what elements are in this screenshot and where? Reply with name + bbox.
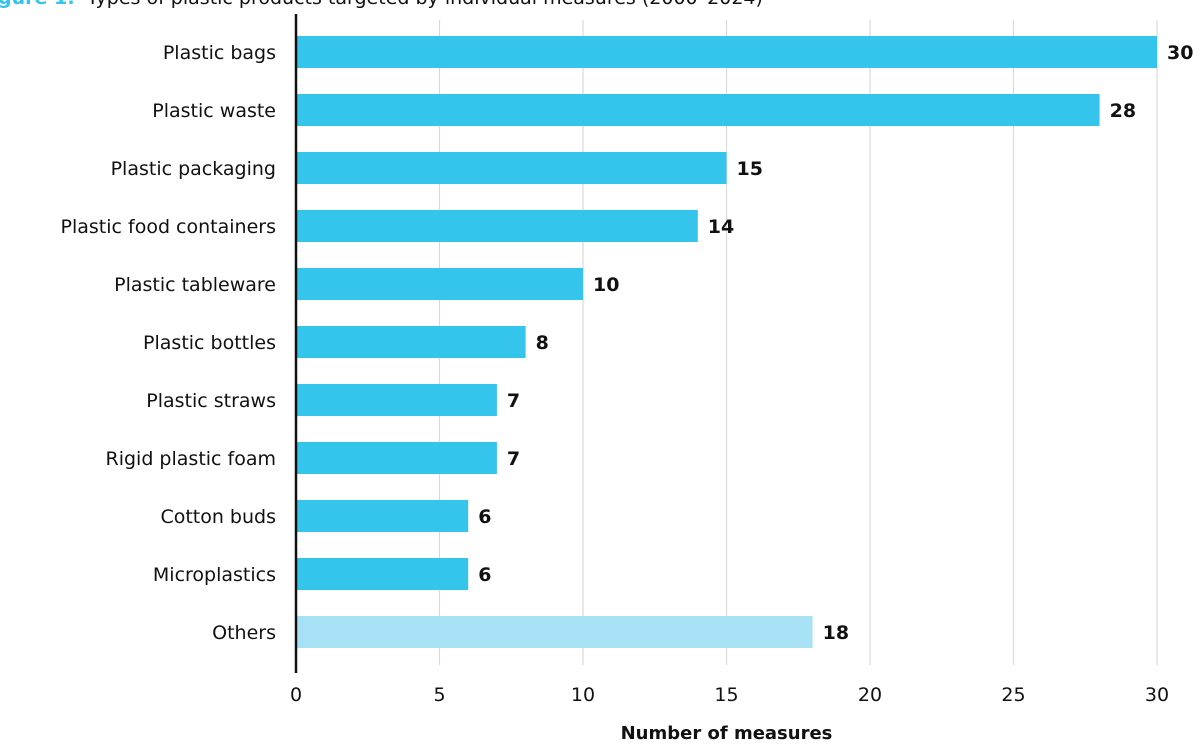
bar-plastic-bags [296, 36, 1157, 68]
x-tick-label: 30 [1145, 684, 1169, 706]
category-labels: Plastic bags Plastic waste Plastic packagi… [61, 42, 276, 644]
value-label: 6 [478, 564, 491, 586]
bar-others [296, 616, 813, 648]
chart-title-text: Types of plastic products targeted by in… [86, 0, 763, 9]
value-label: 18 [823, 622, 849, 644]
chart-title-prefix: gure 1: [0, 0, 75, 9]
value-label: 10 [593, 274, 619, 296]
bar-plastic-tableware [296, 268, 583, 300]
x-tick-labels: 0 5 10 15 20 25 30 [290, 684, 1169, 706]
category-label: Plastic straws [146, 390, 276, 412]
x-tick-label: 0 [290, 684, 302, 706]
bar-cotton-buds [296, 500, 469, 532]
bar-microplastics [296, 558, 469, 590]
x-tick-label: 20 [858, 684, 882, 706]
x-tick-label: 15 [714, 684, 738, 706]
category-label: Plastic food containers [61, 216, 276, 238]
x-axis-title: Number of measures [621, 723, 833, 744]
category-label: Plastic packaging [111, 158, 276, 180]
value-label: 7 [507, 448, 520, 470]
gridlines [438, 20, 1158, 665]
category-label: Plastic bags [163, 42, 276, 64]
value-label: 7 [507, 390, 520, 412]
bars [296, 36, 1157, 648]
bar-plastic-bottles [296, 326, 526, 358]
category-label: Others [212, 622, 276, 644]
bar-plastic-packaging [296, 152, 727, 184]
value-label: 15 [737, 158, 763, 180]
value-label: 6 [478, 506, 491, 528]
bar-rigid-plastic-foam [296, 442, 497, 474]
value-label: 30 [1167, 42, 1193, 64]
category-label: Rigid plastic foam [106, 448, 276, 470]
bar-plastic-straws [296, 384, 497, 416]
x-tick-label: 25 [1001, 684, 1025, 706]
x-tick-label: 5 [433, 684, 445, 706]
bar-plastic-food-containers [296, 210, 698, 242]
value-labels: 30 28 15 14 10 8 7 7 6 6 18 [478, 42, 1193, 644]
chart-title: gure 1: Types of plastic products target… [0, 0, 763, 9]
x-tick-label: 10 [571, 684, 595, 706]
category-label: Plastic bottles [143, 332, 276, 354]
value-label: 8 [536, 332, 549, 354]
value-label: 14 [708, 216, 734, 238]
category-label: Cotton buds [160, 506, 276, 528]
category-label: Plastic tableware [114, 274, 276, 296]
value-label: 28 [1110, 100, 1136, 122]
category-label: Microplastics [153, 564, 276, 586]
bar-plastic-waste [296, 94, 1100, 126]
category-label: Plastic waste [152, 100, 276, 122]
